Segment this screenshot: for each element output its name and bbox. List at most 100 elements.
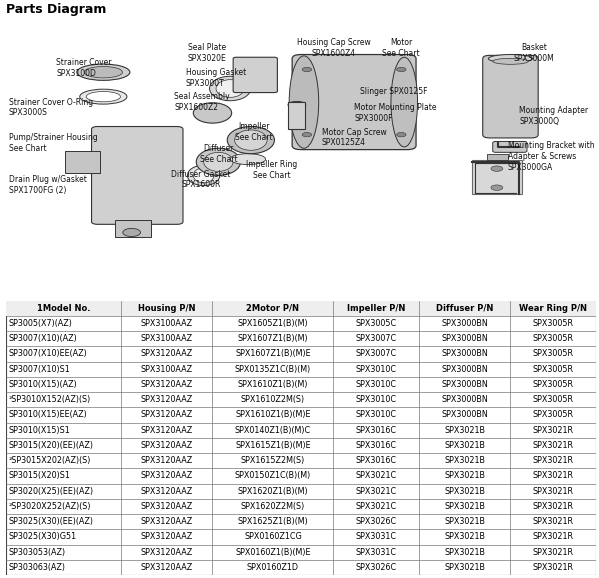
Text: SP3025(X30)(EE)(AZ): SP3025(X30)(EE)(AZ) [9,517,94,526]
Ellipse shape [193,103,232,123]
Text: SPX3010C: SPX3010C [356,395,397,404]
Text: SPX3031C: SPX3031C [356,532,397,542]
Text: Seal Assembly
SPX1600Z2: Seal Assembly SPX1600Z2 [174,92,230,112]
Text: Diffuser
See Chart: Diffuser See Chart [199,144,237,164]
Text: ²SP3015X202(AZ)(S): ²SP3015X202(AZ)(S) [9,456,91,465]
Text: SPX3005R: SPX3005R [533,365,574,374]
Text: SPX0150Z1C(B)(M): SPX0150Z1C(B)(M) [235,472,311,480]
Text: SPX3120AAZ: SPX3120AAZ [141,441,193,450]
Text: SPX3010C: SPX3010C [356,410,397,420]
Text: ²SP3010X152(AZ)(S): ²SP3010X152(AZ)(S) [9,395,91,404]
Text: SPX3120AAZ: SPX3120AAZ [141,532,193,542]
Text: Housing Gasket
SPX3000T: Housing Gasket SPX3000T [186,68,246,87]
Ellipse shape [227,127,274,154]
Text: SPX3021B: SPX3021B [444,487,485,496]
Ellipse shape [488,54,533,62]
Text: SPX3021B: SPX3021B [444,532,485,542]
FancyBboxPatch shape [92,127,183,224]
Ellipse shape [289,56,319,149]
Text: SPX1607Z1(B)(M): SPX1607Z1(B)(M) [238,334,308,343]
Text: SPX3005R: SPX3005R [533,395,574,404]
Text: Motor Mounting Plate
SPX3000F: Motor Mounting Plate SPX3000F [354,103,437,123]
Text: SPX3021R: SPX3021R [533,563,574,572]
Text: SPX1610Z2M(S): SPX1610Z2M(S) [241,395,305,404]
Text: SP3020(X25)(EE)(AZ): SP3020(X25)(EE)(AZ) [9,487,94,496]
Text: SPX0140Z1(B)(M)C: SPX0140Z1(B)(M)C [235,426,311,435]
Text: Basket
SPX3000M: Basket SPX3000M [514,43,555,63]
Ellipse shape [196,148,241,176]
Text: SP3010(X15)S1: SP3010(X15)S1 [9,426,71,435]
Bar [288,102,304,129]
Text: SP3015(X20)S1: SP3015(X20)S1 [9,472,71,480]
Text: Parts Diagram: Parts Diagram [6,3,107,16]
Text: Motor Cap Screw
SPX0125Z4: Motor Cap Screw SPX0125Z4 [322,128,386,147]
Text: SPX3016C: SPX3016C [356,426,397,435]
FancyBboxPatch shape [292,54,416,150]
Text: SP3015(X20)(EE)(AZ): SP3015(X20)(EE)(AZ) [9,441,94,450]
Text: SPX3021R: SPX3021R [533,426,574,435]
Text: SP3010(X15)(AZ): SP3010(X15)(AZ) [9,380,78,389]
Text: SPX3005R: SPX3005R [533,319,574,328]
Text: SPX3120AAZ: SPX3120AAZ [141,426,193,435]
Text: SPX3021B: SPX3021B [444,517,485,526]
Text: Mounting Adapter
SPX3000Q: Mounting Adapter SPX3000Q [519,106,588,125]
Text: SPX1615Z2M(S): SPX1615Z2M(S) [241,456,305,465]
Text: SPX3021R: SPX3021R [533,532,574,542]
Bar [487,154,507,160]
Text: SPX0135Z1C(B)(M): SPX0135Z1C(B)(M) [235,365,311,374]
Text: Strainer Cover
SPX3100D: Strainer Cover SPX3100D [56,58,111,78]
Circle shape [302,67,311,72]
Text: SPX3120AAZ: SPX3120AAZ [141,472,193,480]
Text: SPX3100AAZ: SPX3100AAZ [141,365,193,374]
Text: SPX3007C: SPX3007C [356,350,397,358]
Text: SP3010(X15)EE(AZ): SP3010(X15)EE(AZ) [9,410,87,420]
Text: SPX3120AAZ: SPX3120AAZ [141,548,193,557]
Text: SPX0160Z1CG: SPX0160Z1CG [244,532,302,542]
Text: SPX3120AAZ: SPX3120AAZ [141,502,193,511]
Text: SPX3000BN: SPX3000BN [441,319,488,328]
Text: SPX1610Z1(B)(M): SPX1610Z1(B)(M) [238,380,308,389]
Text: SPX3021R: SPX3021R [533,517,574,526]
Text: Strainer Cover O-Ring
SPX3000S: Strainer Cover O-Ring SPX3000S [9,98,93,117]
Text: SPX3021B: SPX3021B [444,563,485,572]
Circle shape [491,185,503,190]
Text: SPX3021R: SPX3021R [533,441,574,450]
Ellipse shape [230,154,265,165]
Bar [65,151,101,173]
Text: SPX3021R: SPX3021R [533,456,574,465]
Text: SPX3007C: SPX3007C [356,334,397,343]
Text: SPX3000BN: SPX3000BN [441,410,488,420]
Text: SPX3021R: SPX3021R [533,502,574,511]
FancyBboxPatch shape [233,57,277,92]
Text: SPX3021C: SPX3021C [356,472,397,480]
FancyBboxPatch shape [493,142,527,153]
Text: 2Motor P/N: 2Motor P/N [246,303,300,313]
Text: SPX3021B: SPX3021B [444,426,485,435]
Text: SPX3005R: SPX3005R [533,334,574,343]
Text: SPX1620Z2M(S): SPX1620Z2M(S) [241,502,305,511]
Ellipse shape [235,130,267,150]
Bar [472,161,522,194]
Text: SPX1615Z1(B)(M)E: SPX1615Z1(B)(M)E [235,441,311,450]
Text: SPX3016C: SPX3016C [356,456,397,465]
Text: SPX3120AAZ: SPX3120AAZ [141,395,193,404]
Text: SPX3021B: SPX3021B [444,456,485,465]
Text: SPX3120AAZ: SPX3120AAZ [141,410,193,420]
Ellipse shape [187,165,220,186]
Text: SP3007(X10)S1: SP3007(X10)S1 [9,365,71,374]
Text: SPX3031C: SPX3031C [356,548,397,557]
Text: SPX3120AAZ: SPX3120AAZ [141,456,193,465]
Text: SPX3016C: SPX3016C [356,441,397,450]
Text: SPX3010C: SPX3010C [356,380,397,389]
Circle shape [123,228,141,236]
Ellipse shape [86,91,120,102]
Text: SPX3021C: SPX3021C [356,502,397,511]
Ellipse shape [84,66,123,78]
Text: Diffuser Gasket
SPX1600R: Diffuser Gasket SPX1600R [171,169,231,190]
Bar [6,301,596,316]
Text: SPX3005R: SPX3005R [533,380,574,389]
Text: Impeller Ring
See Chart: Impeller Ring See Chart [246,160,297,180]
Circle shape [397,67,406,72]
Text: SPX1625Z1(B)(M): SPX1625Z1(B)(M) [238,517,308,526]
Text: SPX3021R: SPX3021R [533,472,574,480]
